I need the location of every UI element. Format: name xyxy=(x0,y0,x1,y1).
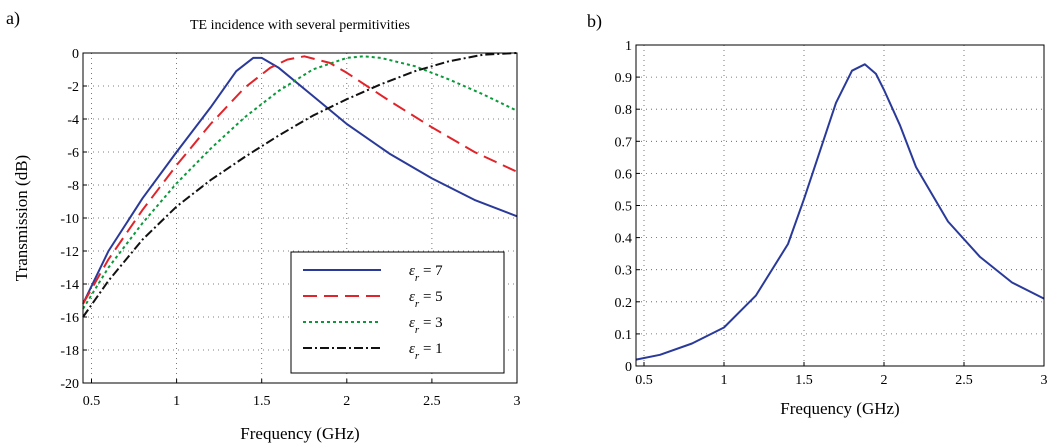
panel-a-letter: a) xyxy=(6,8,20,29)
legend-label-1: εr = 7 xyxy=(409,263,443,284)
x-tick-label: 1 xyxy=(721,373,728,388)
plot-frame xyxy=(82,52,518,384)
y-tick-label: -4 xyxy=(67,113,79,128)
y-tick-label: 0.9 xyxy=(615,71,633,86)
y-tick-label: 0.5 xyxy=(615,200,633,215)
x-tick-label: 0.5 xyxy=(83,394,101,409)
x-tick-label: 3 xyxy=(514,394,521,409)
y-tick-label: 0.7 xyxy=(615,135,633,150)
legend-label-2: εr = 5 xyxy=(409,289,443,310)
series-line-1 xyxy=(635,63,1045,361)
legend: εr = 7 εr = 5 εr = 3 εr = 1 xyxy=(290,251,505,374)
y-tick-label: 0.1 xyxy=(615,328,633,343)
series-line-4 xyxy=(82,52,518,318)
legend-box xyxy=(290,251,505,374)
y-tick-label: 0.4 xyxy=(615,232,633,247)
x-axis-label: Frequency (GHz) xyxy=(240,424,359,443)
y-tick-label: 0.3 xyxy=(615,264,633,279)
series-line-2 xyxy=(82,55,518,305)
y-tick-label: 0.8 xyxy=(615,103,633,118)
y-tick-label: 0.6 xyxy=(615,167,633,182)
y-tick-label: 0.2 xyxy=(615,296,633,311)
x-tick-label: 1.5 xyxy=(253,394,271,409)
x-tick-label: 0.5 xyxy=(635,373,653,388)
chart-title: TE incidence with several permitivities xyxy=(190,18,410,33)
legend-label-3: εr = 3 xyxy=(409,315,443,336)
series-line-1 xyxy=(82,56,518,305)
y-tick-label: -20 xyxy=(60,377,79,392)
y-tick-label: -12 xyxy=(60,245,79,260)
y-tick-label: -10 xyxy=(60,212,79,227)
x-axis-label: Frequency (GHz) xyxy=(780,399,899,418)
y-tick-label: -2 xyxy=(67,80,79,95)
x-tick-label: 1.5 xyxy=(795,373,813,388)
series-line-3 xyxy=(82,55,518,310)
y-tick-label: -8 xyxy=(67,179,79,194)
x-tick-label: 2 xyxy=(343,394,350,409)
legend-label-4: εr = 1 xyxy=(409,341,443,362)
y-tick-label: 0 xyxy=(72,47,79,62)
y-tick-label: -18 xyxy=(60,344,79,359)
y-tick-label: -16 xyxy=(60,311,79,326)
y-tick-label: 0 xyxy=(625,360,632,375)
panel-b-chart: b) 0.5 1 1.5 2 2.5 3 0 0.1 0.2 0.3 0.4 0.5 0.6 0.7 0.8 0… xyxy=(587,11,1048,418)
panel-b-letter: b) xyxy=(587,11,602,32)
plot-frame xyxy=(635,44,1045,367)
x-tick-label: 2.5 xyxy=(423,394,441,409)
x-tick-label: 1 xyxy=(173,394,180,409)
y-tick-label: -6 xyxy=(67,146,79,161)
y-tick-label: -14 xyxy=(60,278,79,293)
x-tick-label: 2 xyxy=(881,373,888,388)
y-tick-label: 1 xyxy=(625,39,632,54)
x-tick-label: 2.5 xyxy=(955,373,973,388)
x-tick-label: 3 xyxy=(1041,373,1048,388)
y-axis-label: Transmission (dB) xyxy=(12,155,31,281)
panel-a-chart: a) TE incidence with several permitivitie… xyxy=(6,8,521,443)
